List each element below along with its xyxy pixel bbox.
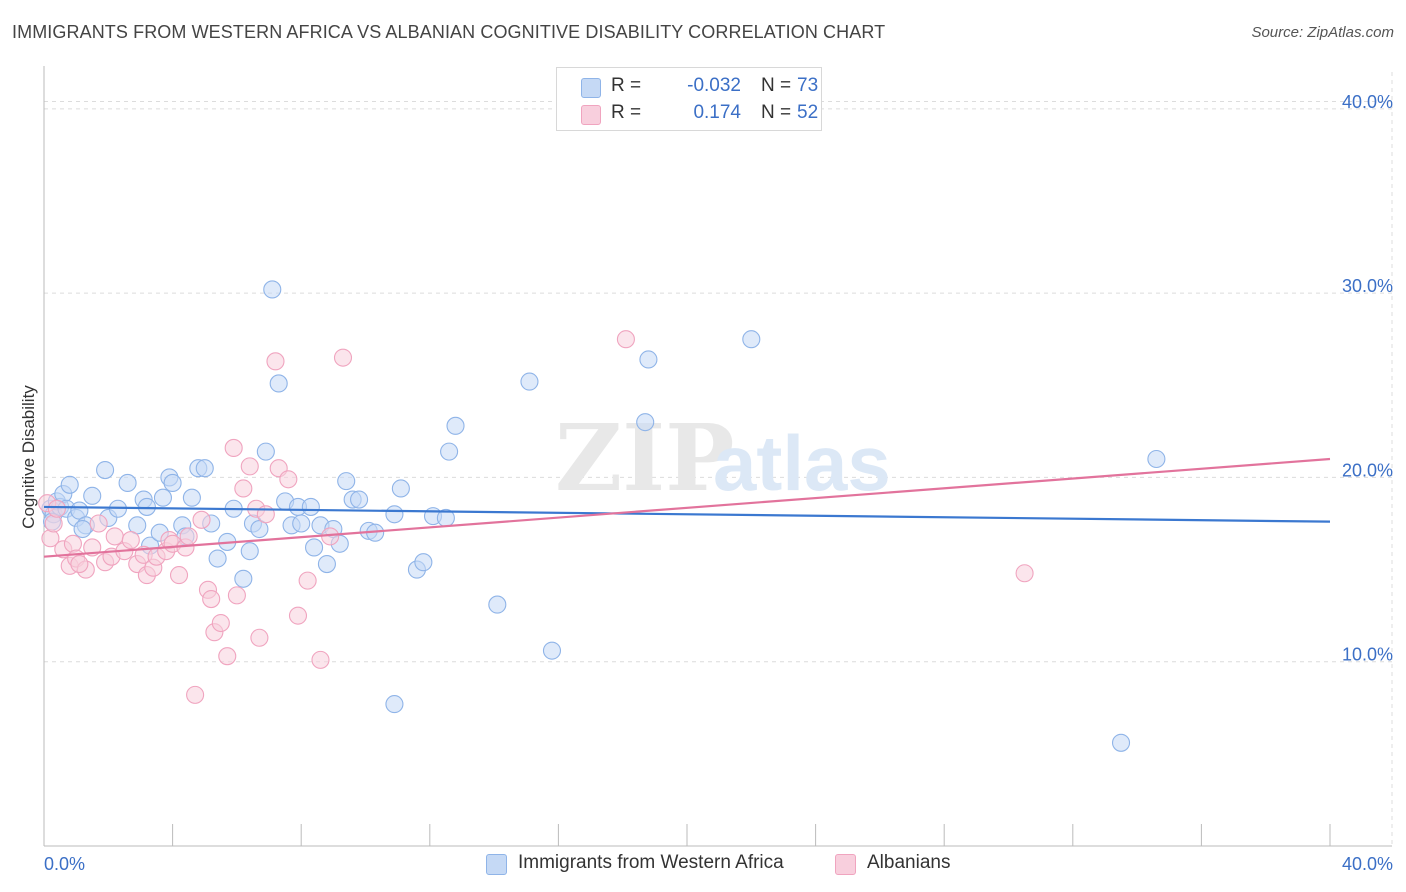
swatch-albanians [835, 854, 856, 875]
trend-line-albanians [43, 457, 1331, 558]
point-albanians [224, 438, 243, 457]
point-western-africa [153, 488, 173, 507]
y-tick-label: 40.0% [1342, 92, 1393, 112]
n-label: N = [761, 102, 792, 123]
point-western-africa [269, 374, 288, 393]
point-albanians [298, 571, 317, 590]
axes [43, 66, 1392, 847]
point-albanians [105, 527, 124, 546]
n-label: N = [761, 75, 792, 96]
point-western-africa [385, 505, 404, 524]
point-western-africa [182, 488, 201, 507]
point-western-africa [292, 514, 311, 533]
point-albanians [169, 566, 189, 585]
point-albanians [266, 352, 285, 371]
point-western-africa [636, 413, 655, 432]
point-albanians [1015, 564, 1034, 583]
r-label: R = [611, 102, 642, 123]
point-albanians [227, 586, 246, 605]
point-western-africa [520, 372, 539, 391]
n-value: 73 [797, 75, 819, 96]
point-western-africa [263, 280, 282, 299]
point-western-africa [195, 459, 214, 478]
point-albanians [218, 647, 237, 666]
point-albanians [47, 499, 66, 518]
r-value: 0.174 [693, 102, 741, 123]
point-western-africa [488, 595, 507, 614]
point-western-africa [305, 538, 324, 557]
stats-legend: R = -0.032 N = 73 R = 0.174 N = 52 [556, 67, 822, 131]
point-western-africa [301, 497, 320, 516]
point-albanians [63, 534, 82, 553]
point-albanians [234, 479, 253, 498]
point-western-africa [414, 553, 433, 572]
y-axis-label: Cognitive Disability [19, 385, 38, 529]
y-tick-label: 20.0% [1342, 460, 1393, 480]
point-western-africa [240, 542, 259, 561]
r-value: -0.032 [687, 75, 741, 96]
point-albanians [311, 650, 330, 669]
point-western-africa [256, 442, 275, 461]
tick-labels: 10.0% 20.0% 30.0% 40.0% 0.0% 40.0% [44, 92, 1393, 874]
source-label: Source: ZipAtlas.com [1251, 24, 1394, 41]
swatch-western-africa [486, 854, 507, 875]
point-albanians [70, 554, 89, 574]
point-albanians [192, 510, 211, 529]
data-points [38, 280, 1166, 752]
swatch-albanians [581, 105, 601, 125]
trend-lines [43, 457, 1331, 558]
point-western-africa [337, 472, 356, 491]
y-tick-label: 30.0% [1342, 276, 1393, 296]
point-western-africa [542, 641, 562, 660]
chart-title: IMMIGRANTS FROM WESTERN AFRICA VS ALBANI… [12, 22, 886, 42]
point-western-africa [317, 554, 336, 574]
point-albanians [89, 514, 108, 533]
point-albanians [44, 514, 63, 533]
point-western-africa [446, 416, 465, 435]
point-western-africa [440, 442, 459, 461]
point-western-africa [137, 497, 156, 516]
point-albanians [211, 613, 230, 633]
swatch-western-africa [581, 78, 601, 98]
point-western-africa [96, 461, 115, 480]
x-tick-label: 0.0% [44, 854, 85, 874]
point-western-africa [208, 549, 227, 568]
point-western-africa [118, 473, 137, 493]
watermark-atlas: atlas [713, 419, 891, 507]
point-albanians [186, 685, 205, 704]
y-tick-label: 10.0% [1342, 645, 1393, 665]
point-albanians [333, 348, 353, 367]
point-western-africa [385, 695, 404, 714]
legend-label: Albanians [867, 852, 951, 873]
point-western-africa [83, 486, 102, 505]
point-western-africa [350, 490, 369, 509]
point-western-africa [73, 519, 92, 539]
point-albanians [288, 606, 308, 625]
x-tick-label: 40.0% [1342, 854, 1393, 874]
point-albanians [121, 531, 140, 550]
r-label: R = [611, 75, 642, 96]
point-albanians [279, 470, 298, 489]
point-western-africa [1147, 449, 1166, 469]
point-western-africa [639, 350, 658, 369]
point-western-africa [1111, 733, 1131, 752]
point-western-africa [163, 473, 182, 493]
point-albanians [202, 590, 221, 609]
point-western-africa [60, 475, 79, 494]
point-western-africa [234, 569, 253, 588]
point-albanians [250, 628, 269, 647]
point-albanians [179, 527, 198, 546]
n-value: 52 [797, 102, 819, 123]
point-albanians [240, 457, 259, 476]
point-western-africa [742, 330, 761, 349]
trend-line-western-africa [43, 505, 1331, 523]
point-western-africa [391, 479, 410, 498]
legend-label: Immigrants from Western Africa [518, 852, 784, 873]
point-albanians [616, 330, 635, 349]
